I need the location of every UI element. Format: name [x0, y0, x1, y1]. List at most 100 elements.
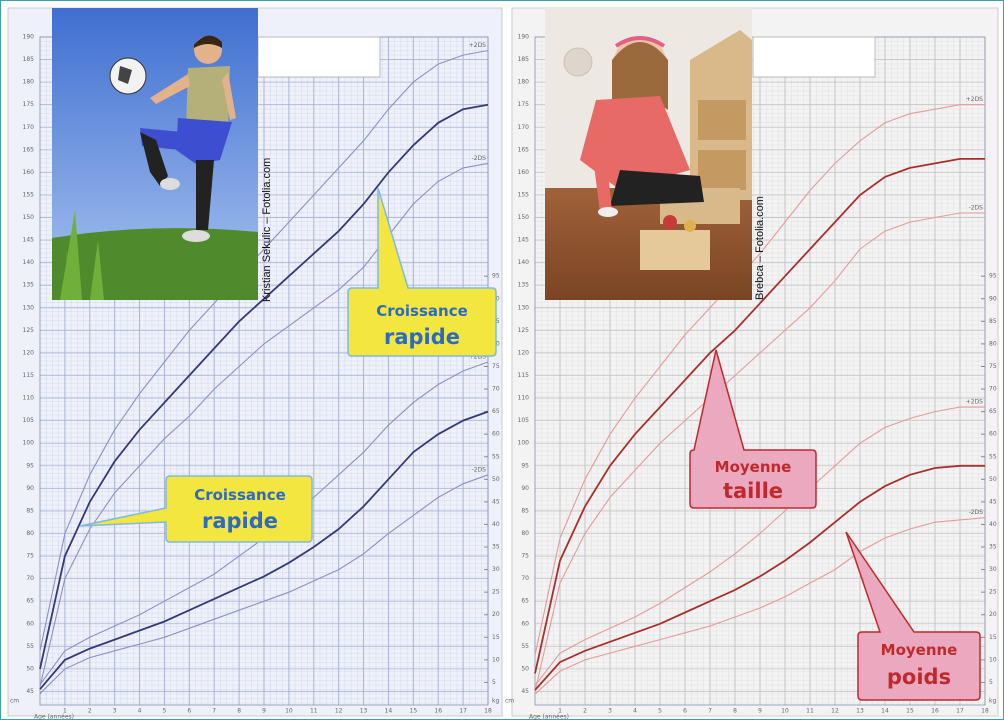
- y-tick-label: 145: [23, 237, 35, 244]
- y2-tick-label: 75: [492, 363, 500, 370]
- callout-text: Moyenne: [715, 458, 792, 476]
- photo-boy: [52, 8, 258, 300]
- y-tick-label: 125: [518, 327, 530, 334]
- y2-tick-label: 35: [989, 544, 997, 551]
- series-line: [39, 162, 489, 688]
- x-tick-label: 10: [285, 708, 293, 715]
- series-label: +2DS: [469, 353, 486, 360]
- x-tick-label: 4: [633, 708, 637, 715]
- y-tick-label: 70: [521, 575, 529, 582]
- x-tick-label: 1: [63, 708, 67, 715]
- x-tick-label: 12: [335, 708, 343, 715]
- x-tick-label: 10: [781, 708, 789, 715]
- x-tick-label: 8: [237, 708, 241, 715]
- y-tick-label: 125: [23, 327, 35, 334]
- y2-tick-label: 55: [492, 453, 500, 460]
- y2-tick-label: 40: [492, 521, 500, 528]
- y2-tick-label: 30: [492, 566, 500, 573]
- y-tick-label: 170: [518, 124, 530, 131]
- callout: Moyenne taille: [689, 349, 817, 509]
- y-tick-label: 185: [23, 56, 35, 63]
- y2-tick-label: 20: [492, 611, 500, 618]
- y2-tick-label: 60: [989, 431, 997, 438]
- x-tick-label: 18: [981, 708, 989, 715]
- callout-text: rapide: [384, 325, 460, 349]
- series-line: [39, 103, 489, 670]
- x-tick-label: 2: [583, 708, 587, 715]
- y-tick-label: 80: [521, 530, 529, 537]
- callout: Croissance rapide: [79, 475, 313, 543]
- x-tick-label: 5: [658, 708, 662, 715]
- y-tick-label: 110: [23, 395, 35, 402]
- y2-tick-label: 50: [492, 476, 500, 483]
- x-tick-label: 6: [683, 708, 687, 715]
- y-tick-label: 100: [23, 440, 35, 447]
- y-tick-label: 55: [521, 643, 529, 650]
- y-tick-label: 85: [521, 507, 529, 514]
- y-tick-label: 180: [23, 79, 35, 86]
- y-tick-label: 65: [521, 598, 529, 605]
- y2-tick-label: 5: [492, 679, 496, 686]
- y-tick-label: 115: [518, 372, 530, 379]
- y-tick-label: 120: [518, 349, 530, 356]
- y-tick-label: 155: [23, 191, 35, 198]
- y-tick-label: 165: [518, 146, 530, 153]
- x-tick-label: 8: [733, 708, 737, 715]
- x-tick-label: 15: [906, 708, 914, 715]
- y-tick-label: 155: [518, 191, 530, 198]
- callout: Croissance rapide: [347, 187, 497, 357]
- series-label: +2DS: [469, 42, 486, 49]
- y2-tick-label: 35: [492, 544, 500, 551]
- callout-text: Croissance: [194, 486, 286, 504]
- series-label: -2DS: [472, 466, 487, 473]
- y-tick-label: 105: [518, 417, 530, 424]
- y-tick-label: 150: [518, 214, 530, 221]
- y-tick-label: 90: [26, 485, 34, 492]
- x-tick-label: 5: [163, 708, 167, 715]
- series-line: [534, 212, 985, 692]
- y-tick-label: 145: [518, 237, 530, 244]
- x-axis-label: Age (années): [34, 714, 74, 720]
- x-tick-label: 1: [558, 708, 562, 715]
- y-tick-label: 65: [26, 598, 34, 605]
- y-axis-label: cm: [505, 698, 514, 705]
- x-tick-label: 3: [608, 708, 612, 715]
- series-label: -2DS: [472, 155, 487, 162]
- x-tick-label: 11: [806, 708, 814, 715]
- x-tick-label: 14: [385, 708, 393, 715]
- x-tick-label: 14: [881, 708, 889, 715]
- y-tick-label: 105: [23, 417, 35, 424]
- photo-girl: [545, 8, 752, 300]
- x-tick-label: 7: [708, 708, 712, 715]
- y-tick-label: 110: [518, 395, 530, 402]
- y-tick-label: 50: [26, 665, 34, 672]
- y-tick-label: 55: [26, 643, 34, 650]
- y-tick-label: 165: [23, 146, 35, 153]
- callout-text: poids: [887, 665, 951, 689]
- series-line: [534, 158, 985, 674]
- y-tick-label: 45: [521, 688, 529, 695]
- photo-credit: Kristian Sekulic – Fotolia.com: [261, 158, 273, 302]
- y-tick-label: 90: [521, 485, 529, 492]
- y-tick-label: 95: [26, 462, 34, 469]
- y2-axis-label: kg: [492, 698, 499, 705]
- series-line: [39, 474, 489, 695]
- y2-axis-label: kg: [989, 698, 996, 705]
- x-tick-label: 17: [459, 708, 467, 715]
- y-tick-label: 45: [26, 688, 34, 695]
- y2-tick-label: 5: [989, 679, 993, 686]
- y2-tick-label: 55: [989, 453, 997, 460]
- y2-tick-label: 15: [492, 634, 500, 641]
- x-tick-label: 18: [484, 708, 492, 715]
- y-tick-label: 60: [26, 620, 34, 627]
- y-tick-label: 175: [23, 101, 35, 108]
- series-line: [534, 104, 985, 656]
- y2-tick-label: 25: [492, 589, 500, 596]
- x-tick-label: 13: [856, 708, 864, 715]
- y-tick-label: 50: [521, 665, 529, 672]
- y-tick-label: 60: [521, 620, 529, 627]
- y2-tick-label: 25: [989, 589, 997, 596]
- y-tick-label: 75: [521, 553, 529, 560]
- x-tick-label: 7: [212, 708, 216, 715]
